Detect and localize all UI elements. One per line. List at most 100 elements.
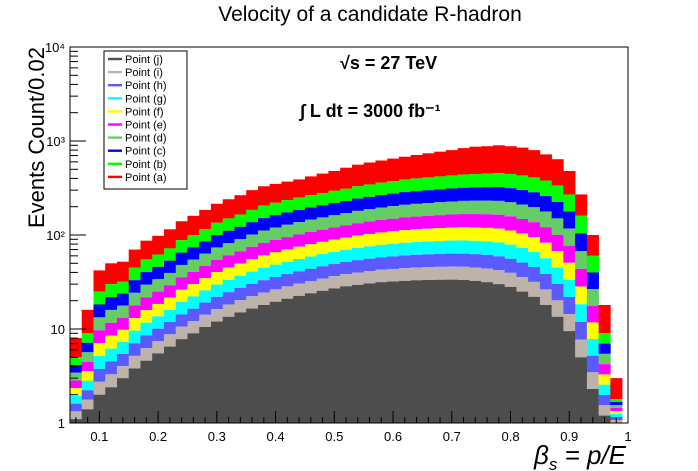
bar-pointc-bin-31 [434,189,447,203]
bar-pointd-bin-39 [528,207,541,223]
annotation-luminosity: ∫ L dt = 3000 fb⁻¹ [299,101,441,121]
x-axis: 0.1 0.2 0.3 0.4 0.5 0.6 0.7 0.8 0.9 1 [75,411,632,444]
bar-pointb-bin-43 [575,215,588,234]
bar-pointh-bin-23 [340,261,353,275]
bar-pointe-bin-32 [445,214,458,228]
bar-pointf-bin-42 [563,262,576,280]
bar-pointc-bin-10 [187,247,200,260]
bar-pointh-bin-21 [316,266,329,279]
bar-pointf-bin-40 [539,242,552,259]
bar-pointh-bin-33 [457,253,470,267]
bar-pointi-bin-29 [410,267,423,281]
bar-pointj-bin-4 [116,378,130,423]
bar-pointd-bin-4 [116,305,130,318]
bar-pointc-bin-19 [293,209,306,223]
bar-pointi-bin-19 [293,283,306,296]
bar-pointb-bin-26 [375,182,388,196]
bar-pointi-bin-41 [551,300,564,317]
bar-pointb-bin-18 [281,200,294,213]
bar-pointa-bin-36 [492,145,505,174]
bar-pointi-bin-26 [375,269,388,283]
bar-pointa-bin-25 [363,162,376,185]
bar-pointe-bin-44 [586,305,599,323]
bar-pointb-bin-34 [469,174,482,188]
bar-pointc-bin-28 [398,192,411,205]
bar-pointf-bin-29 [410,229,423,243]
bar-pointf-bin-22 [328,239,341,252]
bar-pointg-bin-26 [375,244,388,258]
bar-pointh-bin-43 [575,321,588,340]
bar-pointd-bin-7 [152,279,165,292]
bar-pointb-bin-38 [516,175,529,190]
bar-pointg-bin-3 [105,348,118,362]
annotation-energy-text: √s = 27 TeV [340,53,437,73]
bar-pointd-bin-11 [199,253,212,266]
bar-pointb-bin-22 [328,190,341,204]
bar-pointi-bin-39 [528,281,541,297]
bar-pointh-bin-45 [598,394,611,406]
bar-pointc-bin-4 [116,293,130,306]
bar-pointi-bin-25 [363,271,376,284]
bar-pointg-bin-14 [234,275,247,288]
bar-pointa-bin-43 [575,194,588,216]
bar-pointd-bin-1 [81,352,94,362]
bar-pointh-bin-32 [445,253,458,267]
bar-pointb-bin-4 [116,281,130,294]
bar-pointh-bin-40 [539,273,552,290]
bar-pointg-bin-39 [528,252,541,267]
bar-pointg-bin-22 [328,251,341,265]
bar-pointi-bin-20 [304,281,317,294]
bar-pointb-bin-36 [492,173,505,188]
bar-pointd-bin-35 [481,200,494,215]
bar-pointc-bin-44 [586,272,599,290]
bar-pointj-bin-29 [410,280,423,423]
bar-pointe-bin-35 [481,214,494,228]
bar-pointe-bin-27 [387,218,400,232]
bar-pointg-bin-40 [539,258,552,274]
bar-pointg-bin-20 [304,256,317,269]
bar-pointg-bin-19 [293,259,306,272]
svg-text:βs = p/E: βs = p/E [533,440,627,471]
bar-pointe-bin-19 [293,234,306,247]
bar-pointg-bin-24 [351,247,364,261]
bar-pointh-bin-31 [434,253,447,267]
bar-pointc-bin-24 [351,198,364,211]
bar-pointf-bin-37 [504,230,517,245]
bar-pointd-bin-41 [551,218,564,235]
bar-pointg-bin-31 [434,241,447,254]
bar-pointe-bin-11 [199,265,212,279]
bar-pointc-bin-30 [422,190,435,204]
bar-pointf-bin-35 [481,227,494,242]
bar-pointe-bin-37 [504,216,517,231]
bar-pointh-bin-35 [481,255,494,269]
bar-pointf-bin-7 [152,303,165,317]
annotation-luminosity-text: ∫ L dt = 3000 fb⁻¹ [299,101,441,121]
bar-pointe-bin-16 [257,242,271,256]
bar-pointg-bin-32 [445,240,458,254]
legend-label: Point (b) [125,159,167,171]
bar-pointe-bin-43 [575,268,588,287]
bar-pointa-bin-9 [175,221,188,241]
bar-pointd-bin-9 [175,264,188,278]
x-tick-label: 0.7 [443,429,461,444]
bar-pointc-bin-42 [563,211,576,229]
bar-pointe-bin-4 [116,317,130,330]
bar-pointd-bin-21 [316,217,329,230]
bar-pointa-bin-7 [152,235,165,255]
bar-pointe-bin-21 [316,229,329,242]
bar-pointb-bin-23 [340,188,353,201]
bar-pointd-bin-16 [257,230,271,243]
bar-pointa-bin-35 [481,146,494,174]
bar-pointi-bin-2 [93,381,106,395]
bar-pointi-bin-11 [199,314,212,327]
bar-pointc-bin-5 [128,280,141,293]
bar-pointj-bin-35 [481,282,494,423]
bar-pointh-bin-38 [516,262,529,278]
bar-pointh-bin-2 [93,368,106,382]
bar-pointa-bin-30 [422,153,435,178]
bar-pointh-bin-34 [469,254,482,268]
bar-pointb-bin-32 [445,175,458,189]
bar-pointc-bin-15 [246,222,259,235]
bar-pointf-bin-27 [387,231,400,244]
bar-pointe-bin-42 [563,245,576,263]
